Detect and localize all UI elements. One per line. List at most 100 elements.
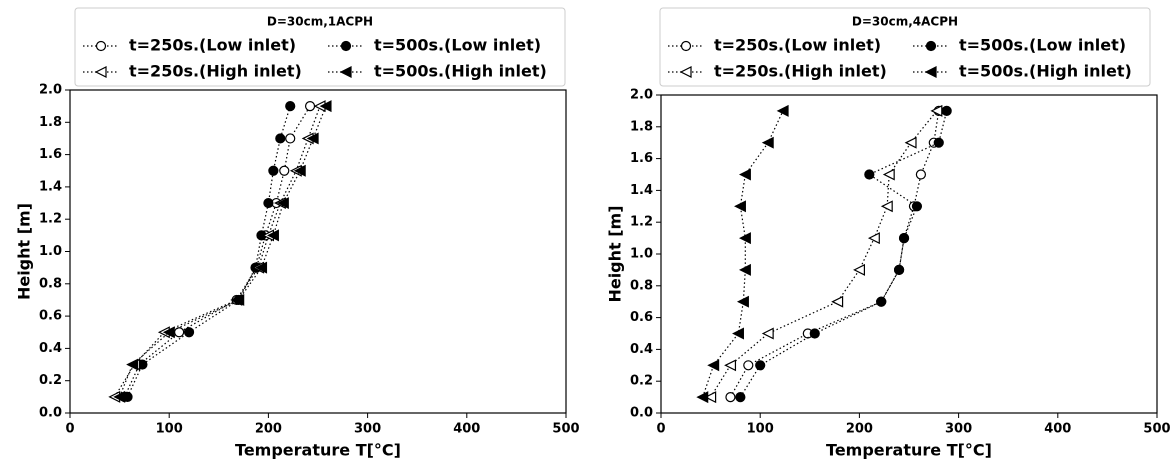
marker [293,164,306,177]
marker [882,168,895,181]
legend-marker [924,66,937,78]
y-tick-label: 1.4 [39,179,62,194]
marker [941,105,952,117]
y-tick-label: 2.0 [630,88,653,103]
marker [915,169,927,180]
y-tick-label: 1.8 [630,119,653,134]
marker [126,358,139,371]
legend-label: t=250s.(Low inlet) [714,36,881,55]
marker [735,392,746,403]
x-tick-label: 500 [1143,422,1170,437]
x-tick-label: 300 [354,422,381,437]
series-line [126,105,291,398]
marker [853,263,866,276]
legend-box [74,7,566,87]
x-tick-label: 0 [656,422,665,437]
marker [304,101,316,112]
y-axis-label: Height [m] [606,205,625,302]
marker [864,169,875,180]
marker [707,359,720,372]
marker [776,104,789,117]
marker [738,263,751,276]
legend-marker [680,40,692,52]
y-tick-label: 0.6 [630,310,653,325]
marker [267,229,279,242]
marker [276,197,289,210]
marker [725,392,736,403]
marker [319,100,332,113]
marker [761,327,774,340]
y-tick-label: 0.2 [39,373,62,388]
chart: 0 100 200 300 400 500 0.0 0.2 0.4 0.6 0.8 1.0 1.2 1.4… [15,7,580,460]
marker [275,133,286,144]
x-tick-label: 100 [156,422,183,437]
marker [738,232,751,245]
y-tick-label: 1.2 [39,212,62,227]
series-line [119,105,327,398]
marker [279,165,290,176]
legend-label: t=250s.(High inlet) [714,62,887,81]
x-tick-label: 400 [1044,422,1071,437]
chart: 0 100 200 300 400 500 0.0 0.2 0.4 0.6 0.8 1.0 1.2 1.4… [606,7,1171,460]
marker [831,295,844,308]
x-tick-label: 0 [65,422,74,437]
legend-label: t=500s.(Low inlet) [374,36,541,55]
marker [734,200,746,213]
marker [704,391,717,404]
y-tick-label: 0.0 [630,406,653,421]
legend-marker [340,40,352,52]
marker [255,261,268,274]
legend-marker [679,66,692,78]
y-axis-label: Height [m] [15,203,34,300]
legend-box [659,7,1151,87]
legend-title: D=30cm,4ACPH [852,15,958,29]
marker [232,293,245,306]
legend-marker [95,40,107,52]
marker [113,390,126,403]
marker [880,200,893,213]
legend-marker [339,66,352,78]
y-tick-label: 1.6 [630,151,653,166]
series-line [729,110,940,398]
legend-label: t=250s.(High inlet) [129,62,302,81]
legend-label: t=500s.(High inlet) [374,62,547,81]
x-tick-label: 100 [747,422,774,437]
series-line [739,110,948,398]
legend-label: t=250s.(Low inlet) [129,36,296,55]
marker [732,327,744,340]
marker [724,359,737,372]
x-tick-label: 400 [453,422,480,437]
x-tick-label: 200 [846,422,873,437]
y-tick-label: 1.0 [630,247,653,262]
x-tick-label: 500 [552,422,579,437]
marker [263,197,274,209]
legend-marker [94,66,107,78]
marker [911,201,923,212]
series-line [710,110,938,398]
marker [183,327,195,338]
marker [738,168,751,181]
y-tick-label: 0.2 [630,374,653,389]
marker [867,232,880,245]
legend-label: t=500s.(Low inlet) [959,36,1126,55]
y-tick-label: 0.8 [630,278,653,293]
y-tick-label: 0.4 [39,341,62,356]
series-line [114,105,321,398]
marker [743,360,754,371]
legend-label: t=500s.(High inlet) [959,62,1132,81]
y-tick-label: 1.2 [630,215,653,230]
y-tick-label: 0.8 [39,276,62,291]
marker [162,326,175,339]
marker [736,295,749,308]
y-tick-label: 1.4 [630,183,653,198]
marker [755,360,766,371]
y-tick-label: 0.0 [39,406,62,421]
x-axis-label: Temperature T[°C] [826,441,992,460]
series-line [124,105,311,398]
y-tick-label: 2.0 [39,83,62,98]
marker [893,264,905,275]
marker [174,327,185,338]
series-line [702,110,784,398]
marker [761,136,774,149]
marker [809,328,820,339]
